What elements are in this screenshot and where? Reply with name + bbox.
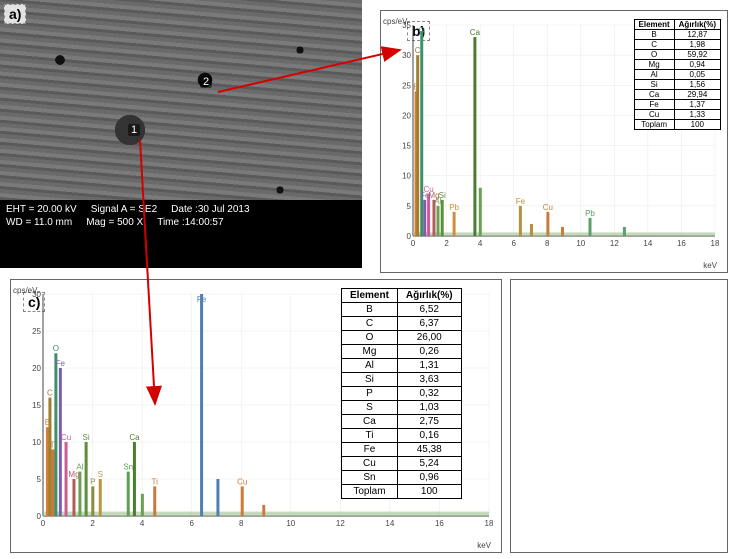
svg-text:25: 25 [402,81,411,90]
svg-text:5: 5 [37,475,42,484]
svg-text:4: 4 [140,519,145,528]
svg-text:Si: Si [83,433,90,442]
svg-text:20: 20 [402,111,411,120]
spectrum-b-panel: b) cps/eV keV 05101520253035024681012141… [380,10,728,273]
svg-text:S: S [98,470,103,479]
svg-text:O: O [53,344,59,353]
svg-text:16: 16 [435,519,444,528]
svg-text:Cu: Cu [543,203,553,212]
svg-text:15: 15 [32,401,41,410]
svg-text:2: 2 [444,239,449,248]
svg-text:15: 15 [402,142,411,151]
svg-text:Cu: Cu [61,433,71,442]
svg-text:Ca: Ca [470,28,481,37]
svg-text:Fe: Fe [56,359,66,368]
svg-text:14: 14 [643,239,652,248]
svg-text:0: 0 [41,519,46,528]
spec-c-table: ElementAğırlık(%)B6,52C6,37O26,00Mg0,26A… [341,288,462,499]
sem-micrograph [0,0,362,200]
svg-text:10: 10 [286,519,295,528]
sem-info-bar: EHT = 20.00 kV Signal A = SE2 Date :30 J… [0,200,362,268]
svg-text:0: 0 [411,239,416,248]
svg-text:Al: Al [76,463,83,472]
sem-eht: EHT = 20.00 kV [6,204,77,215]
svg-text:12: 12 [610,239,619,248]
svg-text:30: 30 [32,290,41,299]
sem-marker-2: 2 [200,76,212,88]
svg-text:18: 18 [485,519,493,528]
svg-text:C: C [47,389,53,398]
svg-text:Fe: Fe [516,197,526,206]
svg-text:Pb: Pb [449,203,459,212]
svg-text:10: 10 [402,172,411,181]
svg-text:10: 10 [576,239,585,248]
svg-text:8: 8 [545,239,550,248]
svg-text:Cu: Cu [237,477,247,486]
figure-root: a) 10 µm 1 2 EHT = 20.00 kV Signal A = S… [0,0,735,559]
svg-text:2: 2 [90,519,95,528]
sem-mag: Mag = 500 X [86,217,143,228]
sem-wd: WD = 11.0 mm [6,217,72,228]
svg-text:Pb: Pb [585,209,595,218]
sem-date: Date :30 Jul 2013 [171,204,249,215]
svg-text:P: P [90,477,95,486]
spec-b-xlabel: keV [703,261,717,270]
svg-text:18: 18 [711,239,719,248]
svg-text:10: 10 [32,438,41,447]
svg-text:12: 12 [336,519,345,528]
sem-panel: a) 10 µm 1 2 EHT = 20.00 kV Signal A = S… [0,0,362,260]
svg-text:6: 6 [189,519,194,528]
spec-b-table: ElementAğırlık(%)B12,87C1,98O59,92Mg0,94… [634,19,721,130]
svg-text:Ti: Ti [152,477,159,486]
svg-text:30: 30 [402,51,411,60]
svg-text:20: 20 [32,364,41,373]
svg-text:Sn: Sn [123,463,133,472]
svg-text:Ca: Ca [129,433,140,442]
sem-marker-1: 1 [128,124,140,136]
svg-text:C: C [415,46,421,55]
svg-text:4: 4 [478,239,483,248]
panel-label-a: a) [4,4,26,24]
svg-text:16: 16 [677,239,686,248]
sem-time: Time :14:00:57 [157,217,223,228]
svg-text:Fe: Fe [197,295,207,304]
spectrum-c-panel: c) cps/eV keV 05101520253002468101214161… [10,279,502,553]
svg-text:6: 6 [511,239,516,248]
sem-signal: Signal A = SE2 [91,204,157,215]
spec-c-xlabel: keV [477,541,491,550]
svg-text:5: 5 [407,202,412,211]
blank-panel [510,279,728,553]
svg-text:O: O [419,26,425,35]
svg-text:Si: Si [439,191,446,200]
svg-text:25: 25 [32,327,41,336]
svg-text:14: 14 [385,519,394,528]
svg-text:35: 35 [402,21,411,30]
svg-text:8: 8 [239,519,244,528]
